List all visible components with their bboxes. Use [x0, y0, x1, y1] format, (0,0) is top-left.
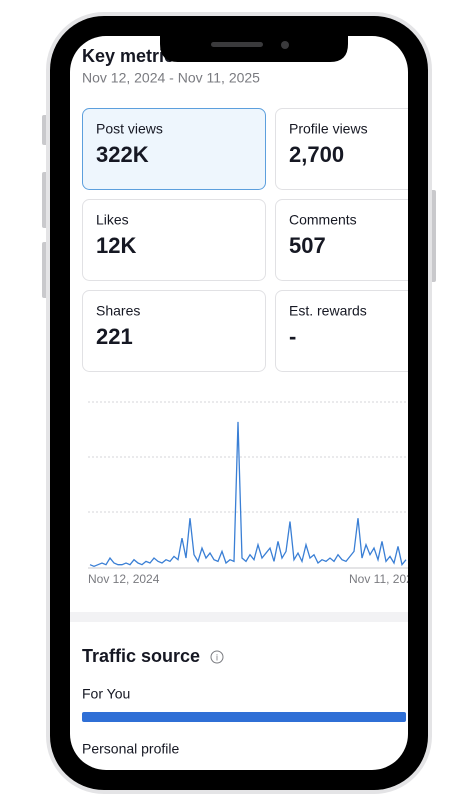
section-title: Traffic source [82, 646, 200, 666]
screen: Key metrics Nov 12, 2024 - Nov 11, 2025 … [70, 36, 459, 770]
source-bar [82, 712, 406, 722]
metric-card[interactable] [275, 290, 459, 372]
metric-cards: Post views 322K Profile views 2,700 Likes 12K… [82, 108, 459, 372]
metric-card[interactable] [82, 199, 266, 281]
metric-card[interactable] [82, 108, 266, 190]
metric-value: - [289, 324, 296, 349]
metric-label: Comments [289, 212, 357, 228]
source-label: For You [82, 686, 130, 702]
info-icon[interactable] [210, 650, 224, 664]
metric-label: Shares [96, 303, 140, 319]
x-label: Nov 12, 2024 [88, 572, 160, 586]
line-series [89, 421, 407, 568]
metric-card[interactable] [82, 290, 266, 372]
date-range: Nov 12, 2024 - Nov 11, 2025 [82, 70, 260, 86]
metric-card[interactable] [275, 108, 459, 190]
metric-label: Post views [96, 121, 163, 137]
metric-value: 507 [289, 233, 326, 258]
source-label: Personal profile [82, 741, 179, 757]
x-label: Nov 11, 2025 [349, 572, 420, 586]
metric-label: Profile views [289, 121, 368, 137]
notch [160, 36, 348, 62]
chart [89, 421, 407, 568]
metric-value: 322K [96, 142, 149, 167]
separator [70, 612, 408, 622]
speaker [211, 42, 263, 47]
camera [281, 41, 289, 49]
metric-value: 221 [96, 324, 133, 349]
metric-label: Likes [96, 212, 129, 228]
metric-card[interactable] [275, 199, 459, 281]
info-icon-glyph: i [216, 652, 218, 662]
title: Key metrics [82, 46, 184, 66]
metric-value: 12K [96, 233, 136, 258]
metric-label: Est. rewards [289, 303, 367, 319]
metric-value: 2,700 [289, 142, 344, 167]
